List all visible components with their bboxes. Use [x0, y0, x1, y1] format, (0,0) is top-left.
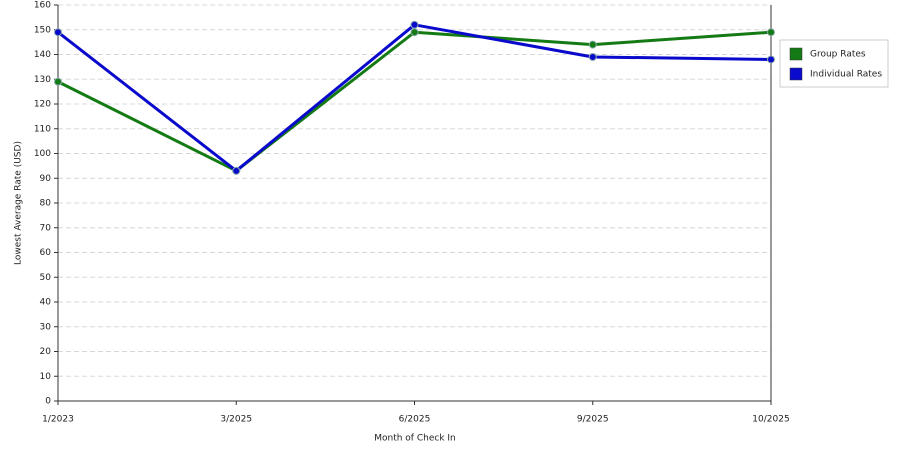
legend-label: Individual Rates — [810, 70, 882, 80]
x-tick-label: 1/2023 — [42, 415, 74, 425]
point — [54, 28, 62, 37]
y-tick-label: 60 — [40, 248, 52, 258]
y-tick-label: 140 — [34, 50, 51, 60]
legend-swatch — [789, 47, 803, 61]
series-line — [57, 23, 772, 173]
y-tick-label: 130 — [34, 75, 51, 85]
y-tick-label: 10 — [40, 372, 52, 382]
point — [767, 55, 775, 64]
y-tick-label: 160 — [34, 1, 51, 11]
y-tick-label: 80 — [40, 199, 52, 209]
point — [767, 28, 775, 37]
point — [588, 52, 597, 61]
y-tick-label: 110 — [34, 124, 51, 134]
x-tick-label: 10/2025 — [752, 415, 789, 425]
series-line — [57, 30, 772, 173]
y-tick-label: 70 — [40, 223, 52, 233]
point — [410, 20, 419, 29]
x-axis-label: Month of Check In — [374, 434, 456, 444]
y-tick-label: 40 — [40, 298, 52, 308]
legend-swatch — [789, 67, 803, 81]
point — [588, 40, 597, 49]
y-tick-label: 120 — [34, 100, 51, 110]
point — [232, 166, 241, 175]
y-tick-label: 100 — [34, 149, 51, 159]
y-tick-label: 30 — [40, 322, 52, 332]
y-tick-label: 20 — [40, 347, 52, 357]
point — [54, 77, 62, 86]
legend-label: Group Rates — [810, 50, 866, 60]
x-tick-label: 3/2025 — [220, 415, 252, 425]
y-axis-label: Lowest Average Rate (USD) — [14, 141, 24, 265]
x-tick-label: 6/2025 — [399, 415, 431, 425]
y-tick-label: 90 — [40, 174, 52, 184]
y-tick-label: 0 — [45, 397, 51, 407]
x-tick-label: 9/2025 — [577, 415, 609, 425]
y-tick-label: 50 — [40, 273, 52, 283]
point — [410, 28, 419, 37]
y-tick-label: 150 — [34, 25, 51, 35]
